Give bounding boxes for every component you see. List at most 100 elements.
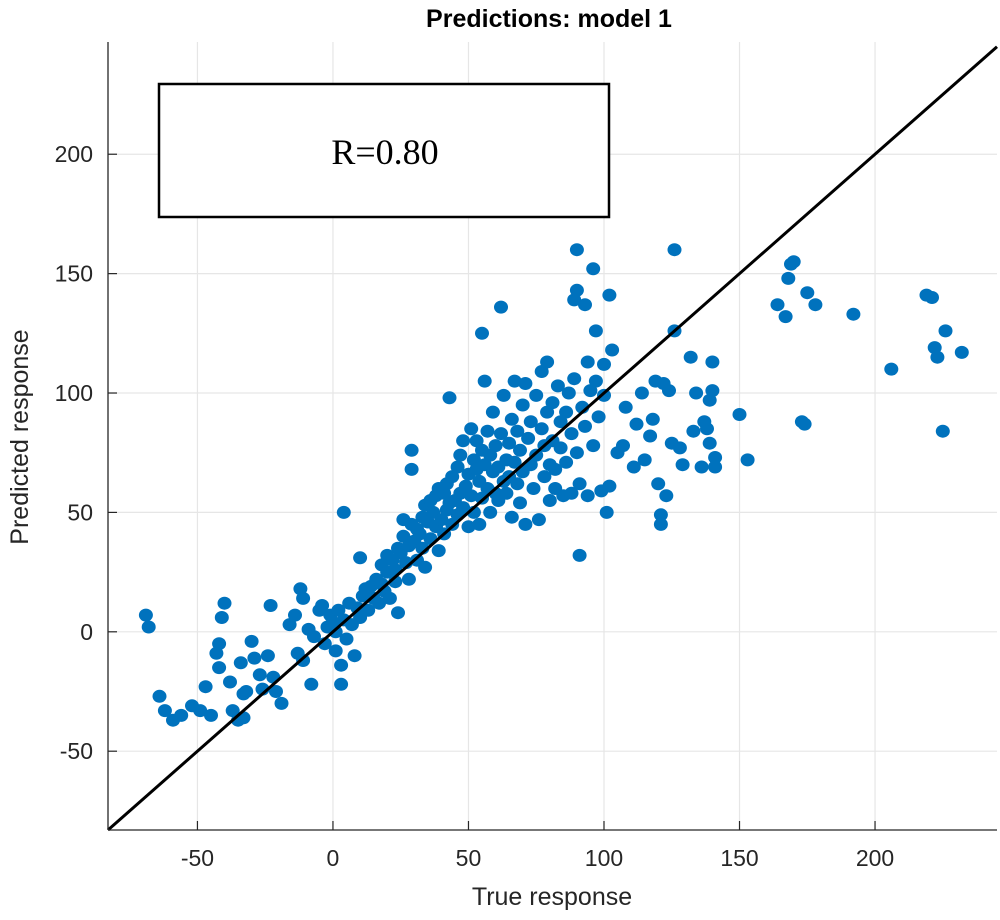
data-point xyxy=(597,357,611,371)
data-point xyxy=(510,477,525,491)
data-point xyxy=(667,243,682,257)
data-point xyxy=(331,603,346,617)
y-tick-label: 150 xyxy=(55,261,93,287)
data-point xyxy=(296,591,311,605)
data-point xyxy=(529,388,544,402)
data-point xyxy=(510,424,525,438)
x-tick-label: 200 xyxy=(856,845,894,871)
data-point xyxy=(315,599,330,612)
data-point xyxy=(269,685,283,698)
data-point xyxy=(846,307,861,321)
data-point xyxy=(382,591,397,605)
data-point xyxy=(442,391,457,405)
data-point xyxy=(198,680,213,694)
data-point xyxy=(580,489,595,503)
data-point xyxy=(174,708,189,722)
data-point xyxy=(808,298,823,312)
data-point xyxy=(334,658,349,672)
data-point xyxy=(361,603,376,617)
data-point xyxy=(445,470,460,484)
data-point xyxy=(418,560,433,574)
y-tick-label: 0 xyxy=(80,619,93,645)
data-point xyxy=(645,412,660,426)
data-point xyxy=(583,384,598,398)
data-point xyxy=(334,677,349,691)
data-point xyxy=(412,527,427,541)
data-point xyxy=(580,355,595,369)
data-point xyxy=(578,419,592,433)
x-tick-label: 0 xyxy=(327,845,340,871)
data-point xyxy=(553,441,568,455)
data-point xyxy=(602,288,617,302)
y-tick-label: 100 xyxy=(55,380,93,406)
data-point xyxy=(507,455,522,469)
data-point xyxy=(572,548,587,562)
data-point xyxy=(214,611,229,624)
data-point xyxy=(223,675,237,689)
data-point xyxy=(328,644,343,658)
data-point xyxy=(434,513,449,527)
data-point xyxy=(496,388,511,402)
x-tick-label: -50 xyxy=(181,845,214,871)
data-point xyxy=(708,460,723,474)
data-point xyxy=(157,704,172,718)
data-point xyxy=(786,255,801,269)
data-point xyxy=(675,458,690,472)
data-point xyxy=(391,606,405,620)
data-point xyxy=(626,460,641,474)
y-tick-label: -50 xyxy=(60,738,93,764)
data-point xyxy=(694,460,709,474)
data-point xyxy=(339,632,354,646)
data-point xyxy=(529,448,544,462)
data-point xyxy=(542,494,557,507)
chart-title: Predictions: model 1 xyxy=(426,5,672,33)
data-point xyxy=(477,374,492,388)
data-point xyxy=(328,625,343,639)
data-point xyxy=(523,415,538,429)
data-point xyxy=(935,424,950,438)
data-point xyxy=(569,446,584,460)
x-tick-labels: -50 0 50 100 150 200 xyxy=(181,845,894,871)
data-point xyxy=(662,384,676,398)
data-point xyxy=(930,350,945,364)
data-point xyxy=(781,271,796,285)
data-point xyxy=(705,384,720,398)
data-point xyxy=(372,596,386,610)
data-point xyxy=(534,422,549,436)
data-point xyxy=(244,634,259,648)
data-point xyxy=(597,388,611,402)
data-point xyxy=(559,455,574,469)
data-point xyxy=(204,708,218,722)
y-tick-label: 50 xyxy=(67,499,93,525)
data-point xyxy=(545,396,560,410)
data-point xyxy=(152,689,167,703)
data-point xyxy=(304,677,319,691)
data-point xyxy=(561,386,576,400)
data-point xyxy=(453,448,468,462)
data-point xyxy=(504,510,519,524)
annotation-text: R=0.80 xyxy=(331,132,438,172)
data-point xyxy=(572,477,587,491)
data-point xyxy=(653,508,668,522)
data-point xyxy=(431,544,446,558)
annotation-border xyxy=(157,82,611,219)
data-point xyxy=(461,520,476,534)
data-point xyxy=(458,479,473,493)
data-point xyxy=(537,470,552,484)
data-point xyxy=(672,441,687,455)
data-point xyxy=(564,486,579,500)
data-point xyxy=(740,453,755,467)
annotation-box: R=0.80 xyxy=(157,82,611,219)
data-point xyxy=(588,324,603,338)
data-point xyxy=(659,489,674,503)
data-point xyxy=(472,517,487,531)
data-point xyxy=(643,429,658,443)
x-tick-label: 150 xyxy=(720,845,758,871)
data-point xyxy=(518,377,533,390)
data-point xyxy=(653,517,668,531)
data-point xyxy=(702,436,717,450)
data-point xyxy=(683,350,698,364)
data-point xyxy=(274,696,289,710)
y-axis-label: Predicted response xyxy=(6,329,34,544)
